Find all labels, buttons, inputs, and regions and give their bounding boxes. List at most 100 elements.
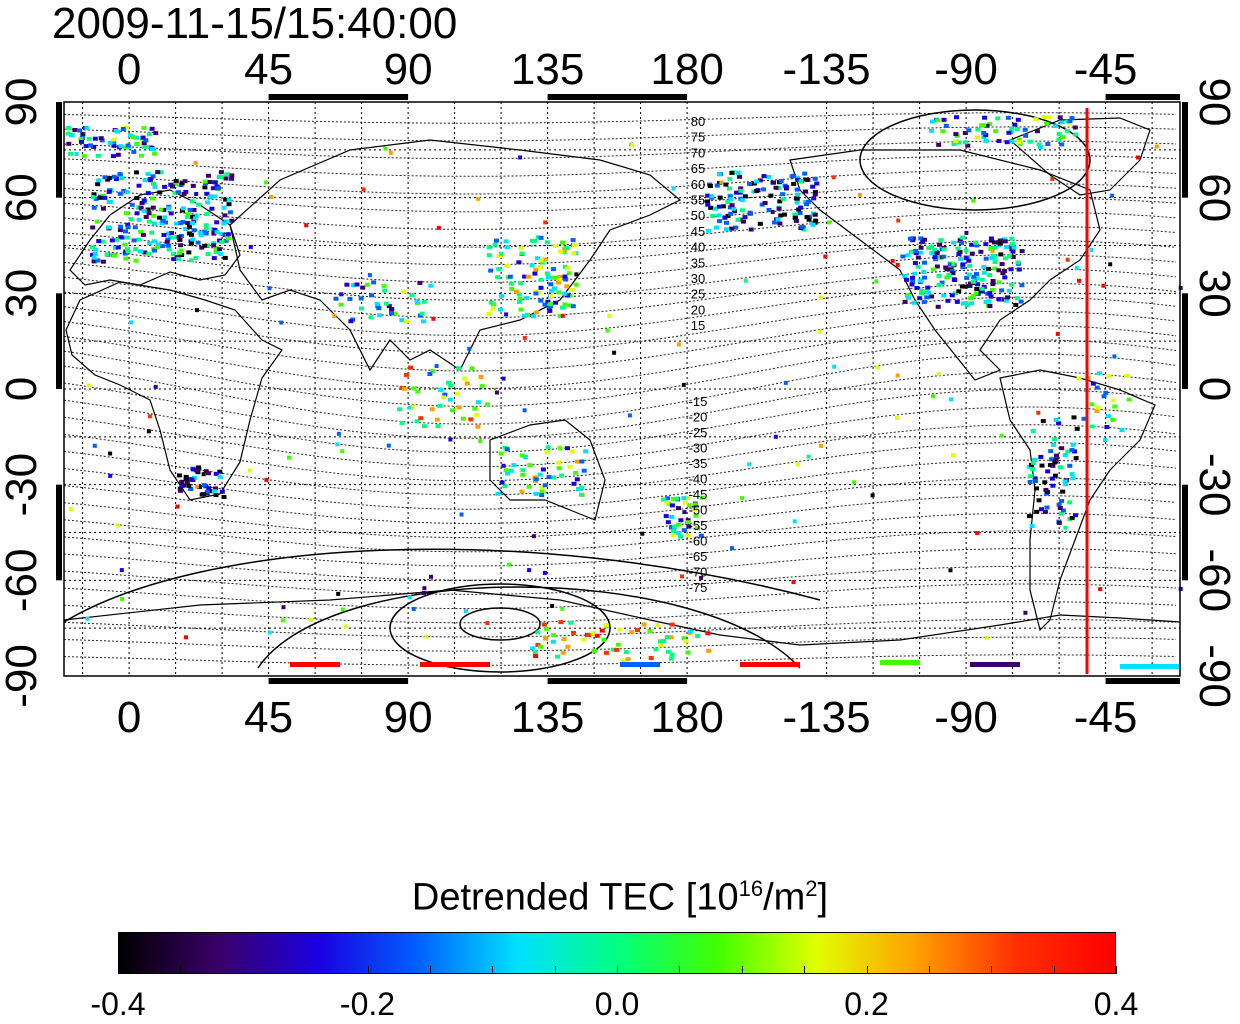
tec-point: [544, 271, 550, 276]
tec-point: [408, 365, 413, 370]
tec-point: [562, 291, 568, 296]
contour-label: 25: [691, 287, 705, 302]
tec-point: [106, 225, 111, 230]
tec-point: [574, 272, 579, 277]
tec-point: [173, 179, 179, 183]
tec-point: [1036, 142, 1042, 147]
tec-point: [90, 245, 96, 250]
tec-point: [1040, 419, 1046, 424]
contour-label: 15: [691, 318, 705, 333]
tec-point: [1052, 437, 1058, 442]
tec-point: [661, 497, 667, 502]
tec-point: [551, 286, 557, 291]
tec-point: [1055, 331, 1060, 336]
lon-tick-label-bottom: -90: [934, 693, 998, 742]
tec-point: [806, 217, 812, 222]
tec-point: [954, 115, 959, 120]
tec-point: [941, 117, 947, 122]
tec-point: [558, 249, 564, 254]
tec-point: [777, 199, 783, 204]
tec-point: [973, 240, 979, 245]
tec-point: [521, 313, 527, 318]
tec-point: [1067, 500, 1073, 505]
tec-point: [1016, 137, 1022, 142]
contour-label: 75: [691, 130, 705, 145]
tec-point: [925, 285, 931, 290]
tec-point: [203, 231, 209, 236]
tec-point: [201, 472, 206, 477]
tec-point: [813, 190, 818, 195]
tec-point: [548, 294, 554, 299]
tec-point: [551, 475, 557, 480]
tec-point: [151, 239, 157, 244]
contour-line: [63, 441, 1177, 496]
tec-point: [776, 206, 782, 211]
tec-point: [575, 487, 581, 491]
tec-point: [620, 658, 626, 663]
lon-tick-label-top: 135: [511, 45, 584, 94]
tec-point: [594, 633, 600, 638]
contour-label: 50: [691, 208, 705, 223]
tec-point: [347, 296, 353, 301]
lon-tick-label-bottom: 90: [384, 693, 433, 742]
tec-point: [136, 237, 142, 242]
tec-point: [195, 465, 201, 470]
tec-point: [1058, 511, 1064, 516]
tec-point: [202, 179, 208, 184]
tec-point: [219, 240, 225, 244]
lat-tick-label-right: 90: [1190, 78, 1239, 127]
tec-point: [522, 335, 527, 340]
tec-point: [193, 256, 199, 260]
tec-point: [424, 634, 429, 639]
tec-point: [778, 179, 784, 184]
tec-point: [999, 262, 1005, 267]
tec-point: [479, 384, 485, 389]
tec-point: [113, 177, 119, 181]
lat-lon-grid: [64, 102, 1180, 676]
tec-point: [117, 228, 123, 233]
tec-point: [951, 453, 955, 458]
tec-point: [1005, 115, 1011, 120]
tec-point: [68, 151, 74, 156]
tec-point: [999, 288, 1005, 293]
tec-point: [987, 122, 993, 127]
tec-point: [966, 128, 972, 133]
tec-point: [102, 195, 108, 200]
tec-point: [505, 471, 510, 476]
tec-point: [537, 472, 543, 477]
tec-point: [962, 131, 968, 135]
tec-point: [177, 250, 183, 255]
tec-point: [966, 258, 972, 263]
tec-point: [522, 408, 527, 413]
tec-point: [96, 239, 102, 244]
tec-point: [575, 459, 580, 464]
contour-label: 40: [691, 240, 705, 255]
tec-point: [146, 429, 151, 434]
tec-point: [201, 483, 207, 488]
tec-point: [118, 144, 124, 149]
tec-point: [1104, 425, 1110, 429]
tec-point: [185, 221, 191, 225]
tec-point: [94, 219, 100, 224]
tec-point: [810, 222, 816, 227]
tec-point: [336, 431, 341, 436]
tec-point: [110, 154, 116, 159]
tec-point: [725, 200, 731, 205]
tec-point: [959, 241, 964, 245]
tec-point: [280, 618, 285, 623]
tec-point: [936, 282, 942, 287]
tec-point: [1073, 132, 1079, 137]
tec-point: [100, 259, 106, 264]
tec-point: [570, 304, 576, 309]
tec-point: [695, 634, 701, 639]
tec-point: [1069, 116, 1075, 121]
tec-point: [525, 274, 531, 279]
tec-point: [996, 280, 1002, 285]
tec-point: [532, 650, 538, 655]
tec-point: [229, 173, 235, 178]
tec-point: [1011, 245, 1017, 250]
tec-point: [150, 205, 156, 210]
tec-point: [573, 282, 579, 287]
tec-point: [108, 451, 113, 456]
tec-point: [1108, 262, 1113, 267]
